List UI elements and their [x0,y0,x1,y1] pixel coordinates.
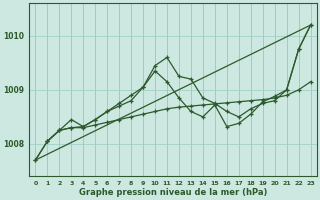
X-axis label: Graphe pression niveau de la mer (hPa): Graphe pression niveau de la mer (hPa) [79,188,267,197]
